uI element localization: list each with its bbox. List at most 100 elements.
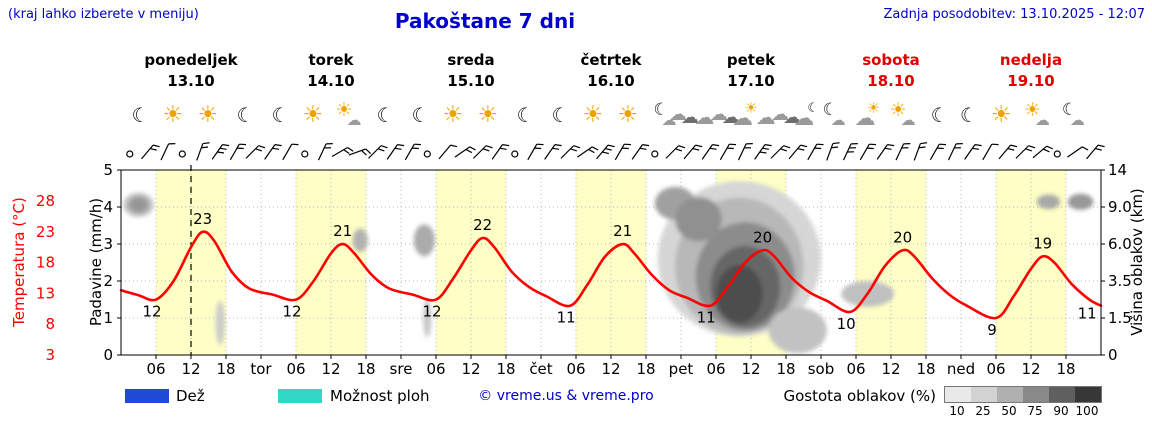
weather-icon-moon: ☾ bbox=[376, 103, 395, 127]
weather-icon-moon: ☾ bbox=[411, 103, 430, 127]
day-date: 17.10 bbox=[727, 72, 775, 90]
precip-tick-label: 4 bbox=[103, 198, 113, 216]
day-name: sreda bbox=[447, 51, 495, 69]
wind-row bbox=[126, 142, 1105, 161]
temp-max-label: 20 bbox=[893, 228, 912, 246]
copyright-link[interactable]: © vreme.us & vreme.pro bbox=[478, 388, 654, 404]
cloud-tick-label: 3.5 bbox=[1108, 272, 1132, 290]
wind-barb bbox=[491, 144, 510, 160]
wind-barb bbox=[964, 144, 982, 160]
x-tick-label: 12 bbox=[1021, 360, 1040, 378]
wind-barb bbox=[982, 143, 999, 161]
cloud-cover-level-label: 100 bbox=[1075, 404, 1099, 418]
cloud-cover-swatch-90 bbox=[1049, 387, 1075, 402]
cloud-blob bbox=[128, 196, 149, 213]
temp-min-label: 11 bbox=[697, 309, 716, 327]
x-tick-label: 18 bbox=[776, 360, 795, 378]
wind-barb bbox=[438, 144, 458, 160]
x-tick-label: 18 bbox=[1056, 360, 1075, 378]
temperature-curve bbox=[119, 230, 1103, 320]
weather-icon-sun: ☀ bbox=[162, 102, 184, 128]
wind-barb bbox=[876, 144, 895, 160]
cloud-tick-label: 9.0 bbox=[1108, 198, 1132, 216]
cloud-cover-level-label: 50 bbox=[1001, 404, 1017, 418]
wind-barb bbox=[614, 143, 632, 161]
cloud-cover-swatch-50 bbox=[997, 387, 1023, 402]
wind-barb bbox=[842, 143, 858, 161]
x-tick-label: 12 bbox=[461, 360, 480, 378]
cloud-tick-label: 14 bbox=[1108, 161, 1127, 179]
rain-legend-swatch bbox=[125, 389, 169, 403]
weather-icon-cloud: ☁ bbox=[755, 105, 776, 129]
day-date: 13.10 bbox=[167, 72, 215, 90]
cloud-layer bbox=[123, 181, 1094, 354]
wind-barb bbox=[141, 144, 160, 160]
wind-barb bbox=[1032, 145, 1054, 159]
weather-icon-moon-cloud: ☾ ☁ bbox=[653, 100, 677, 129]
cloud-blob bbox=[413, 224, 435, 257]
weather-icon-moon: ☾ bbox=[551, 103, 570, 127]
day-abbrev-label: pet bbox=[669, 360, 694, 378]
temp-min-label: 12 bbox=[422, 303, 441, 321]
x-tick-label: 12 bbox=[181, 360, 200, 378]
weather-icon-sun: ☀ bbox=[990, 102, 1012, 128]
temp-min-label: 10 bbox=[837, 315, 856, 333]
day-date: 18.10 bbox=[867, 72, 915, 90]
calm-wind-icon bbox=[651, 150, 659, 158]
x-tick-label: 18 bbox=[216, 360, 235, 378]
wind-barb bbox=[331, 146, 354, 158]
calm-wind-icon bbox=[423, 150, 431, 158]
wind-barb bbox=[826, 142, 840, 161]
temp-max-label: 20 bbox=[753, 228, 772, 246]
wind-barb bbox=[807, 143, 824, 161]
day-header: ponedeljek 13.10 bbox=[121, 50, 261, 92]
day-name: četrtek bbox=[580, 51, 642, 69]
temp-tick-label: 13 bbox=[36, 284, 55, 302]
wind-barb bbox=[701, 144, 720, 160]
weather-icon-cloud-sun: ☀ ☁ bbox=[854, 99, 881, 130]
temp-tick-label: 8 bbox=[45, 315, 55, 333]
wind-barb bbox=[929, 143, 947, 161]
weather-icon-moon-cloud: ☾ ☁ bbox=[1061, 100, 1085, 129]
wind-barb bbox=[913, 142, 928, 161]
temp-max-label: 21 bbox=[613, 222, 632, 240]
wind-barb bbox=[788, 144, 808, 160]
cloud-cover-level-label: 25 bbox=[975, 404, 991, 418]
cloud-tick-label: 6.0 bbox=[1108, 235, 1132, 253]
x-tick-label: 12 bbox=[741, 360, 760, 378]
weather-icon-clouds: ☁ ☁ bbox=[668, 104, 699, 128]
x-tick-label: 06 bbox=[286, 360, 305, 378]
cloud-cover-scale bbox=[944, 386, 1102, 403]
wind-barb bbox=[770, 145, 791, 159]
weather-icon-sun: ☀ bbox=[197, 102, 219, 128]
x-tick-label: 12 bbox=[881, 360, 900, 378]
x-tick-label: 06 bbox=[986, 360, 1005, 378]
weather-icon-sun: ☀ bbox=[442, 102, 464, 128]
cloud-cover-swatch-10 bbox=[945, 387, 971, 402]
weather-icon-sun-cloud: ☀ ☁ bbox=[889, 99, 916, 129]
wind-barb bbox=[577, 146, 599, 158]
wind-barb bbox=[631, 144, 650, 160]
wind-barb bbox=[560, 145, 581, 159]
day-name: torek bbox=[308, 51, 354, 69]
x-tick-label: 06 bbox=[566, 360, 585, 378]
weather-icon-sun: ☀ bbox=[582, 102, 604, 128]
temp-tick-label: 3 bbox=[45, 346, 55, 364]
wind-barb bbox=[683, 144, 703, 160]
rain-legend-label: Dež bbox=[176, 387, 205, 405]
day-abbrev-label: čet bbox=[529, 360, 552, 378]
wind-barb bbox=[368, 145, 388, 159]
day-header: četrtek 16.10 bbox=[541, 50, 681, 92]
x-tick-label: 18 bbox=[916, 360, 935, 378]
wind-barb bbox=[527, 143, 544, 161]
weather-icon-sun-cloud: ☀ ☁ bbox=[335, 99, 362, 129]
wind-barb bbox=[196, 142, 210, 161]
day-header: torek 14.10 bbox=[261, 50, 401, 92]
weather-icon-moon: ☾ bbox=[131, 103, 150, 127]
precip-tick-label: 5 bbox=[103, 161, 113, 179]
day-header: sreda 15.10 bbox=[401, 50, 541, 92]
wind-barb bbox=[737, 143, 753, 161]
weather-icon-sun-cloud: ☀ ☁ bbox=[1023, 99, 1050, 129]
